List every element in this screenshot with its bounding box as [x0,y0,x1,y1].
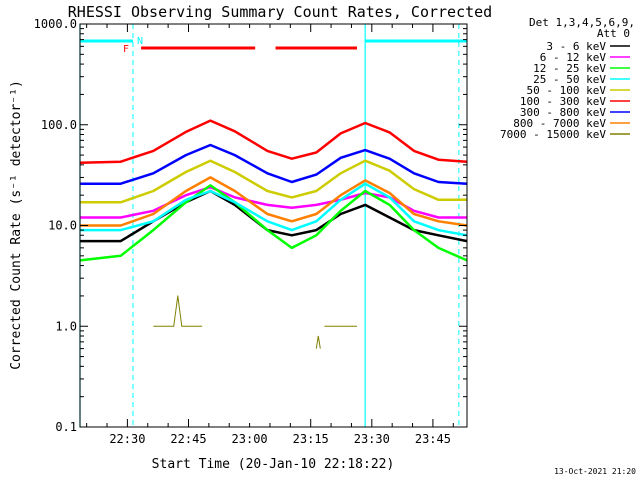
legend-label-4: 50 - 100 keV [527,84,607,97]
series-extra-segment-0 [315,335,321,349]
y-axis-label: Corrected Count Rate (s⁻¹ detector⁻¹) [9,80,24,370]
plot-area: NF [79,24,468,427]
series-line-8 [153,295,203,327]
y-tick-label-3: 100.0 [41,118,77,132]
y-tick-label-2: 10.0 [48,219,77,233]
flag-label-f: F [123,44,129,55]
x-tick-label-2: 23:00 [232,432,268,446]
y-tick-label-1: 1.0 [55,319,77,333]
series-line-7 [80,176,468,227]
series-line-5 [79,119,468,164]
chart-title: RHESSI Observing Summary Count Rates, Co… [68,3,492,21]
series-line-4 [80,159,467,204]
legend-label-5: 100 - 300 keV [520,95,606,108]
attenuator-label: Att 0 [597,27,630,40]
series-line-2 [79,184,468,262]
series-line-6 [80,143,468,185]
flag-label-n: N [137,36,143,47]
timestamp: 13-Oct-2021 21:20 [554,467,636,476]
x-tick-label-4: 23:30 [354,432,390,446]
legend-label-1: 6 - 12 keV [540,51,607,64]
legend-label-2: 12 - 25 keV [533,62,606,75]
legend-label-6: 300 - 800 keV [520,106,606,119]
series-line-3 [80,182,468,237]
x-tick-label-5: 23:45 [415,432,451,446]
legend-label-8: 7000 - 15000 keV [500,128,606,141]
x-tick-label-1: 22:45 [170,432,206,446]
x-axis-ticks: 22:30 22:45 23:00 23:15 23:30 23:45 [86,24,454,446]
x-axis-label: Start Time (20-Jan-10 22:18:22) [152,457,395,472]
y-tick-label-0: 0.1 [55,420,77,434]
x-tick-label-3: 23:15 [293,432,329,446]
legend-label-3: 25 - 50 keV [533,73,606,86]
legend-label-7: 800 - 7000 keV [513,117,606,130]
y-axis-ticks: 0.1 1.0 10.0 100.0 1000.0 [34,17,467,434]
y-tick-label-4: 1000.0 [34,17,77,31]
legend-label-0: 3 - 6 keV [546,40,606,53]
x-tick-label-0: 22:30 [109,432,145,446]
detectors-label: Det 1,3,4,5,6,9, [529,16,635,29]
